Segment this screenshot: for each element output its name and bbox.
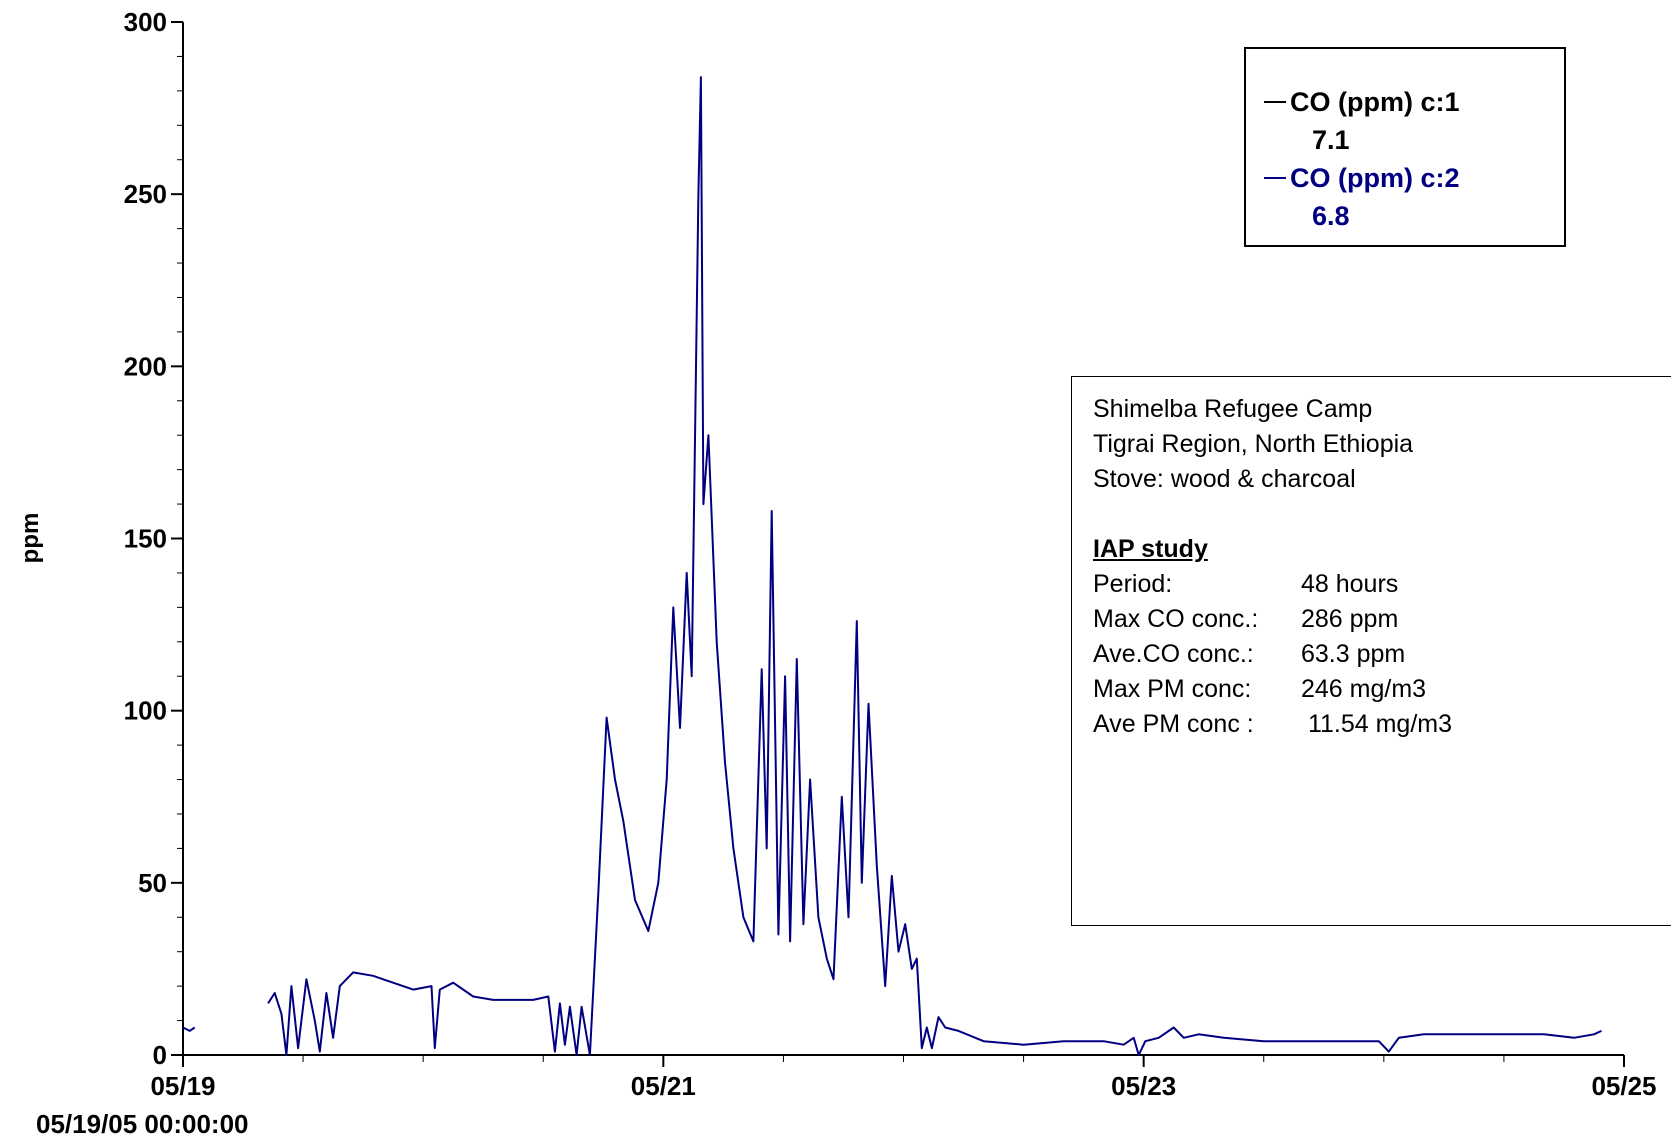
y-axis: 0 50 100 150 200 250 300 bbox=[124, 7, 184, 1070]
info-value: 11.54 mg/m3 bbox=[1301, 710, 1453, 738]
y-tick-label: 300 bbox=[124, 7, 167, 37]
info-key: Ave PM conc : bbox=[1093, 710, 1254, 738]
info-key: Max PM conc: bbox=[1093, 675, 1252, 703]
info-region: Tigrai Region, North Ethiopia bbox=[1093, 430, 1414, 458]
x-axis: 05/19 05/21 05/23 05/25 bbox=[150, 1054, 1657, 1101]
info-value: 246 mg/m3 bbox=[1301, 675, 1427, 703]
legend: CO (ppm) c:1 7.1 CO (ppm) c:2 6.8 bbox=[1244, 47, 1566, 247]
info-value: 63.3 ppm bbox=[1301, 640, 1406, 668]
info-row: Max CO conc.: 286 ppm bbox=[1093, 602, 1671, 637]
y-tick-label: 0 bbox=[153, 1040, 167, 1070]
x-tick-label: 05/25 bbox=[1591, 1071, 1656, 1101]
y-tick-label: 50 bbox=[138, 868, 167, 898]
series-line-c2 bbox=[182, 1026, 196, 1032]
legend-entry-c2: CO (ppm) c:2 bbox=[1264, 159, 1564, 197]
legend-entry-c1: CO (ppm) c:1 bbox=[1264, 83, 1564, 121]
x-tick-label: 05/23 bbox=[1111, 1071, 1176, 1101]
info-key: Ave.CO conc.: bbox=[1093, 640, 1254, 668]
x-start-datetime-label: 05/19/05 00:00:00 bbox=[36, 1109, 249, 1139]
info-row: Max PM conc: 246 mg/m3 bbox=[1093, 672, 1671, 707]
info-value: 286 ppm bbox=[1301, 605, 1399, 633]
x-tick-label: 05/21 bbox=[631, 1071, 696, 1101]
x-tick-label: 05/19 bbox=[150, 1071, 215, 1101]
plot-area bbox=[182, 76, 1602, 1056]
y-tick-label: 250 bbox=[124, 179, 167, 209]
info-camp: Shimelba Refugee Camp bbox=[1093, 395, 1373, 423]
info-stove: Stove: wood & charcoal bbox=[1093, 465, 1356, 493]
y-tick-label: 100 bbox=[124, 696, 167, 726]
legend-label-c2: CO (ppm) c:2 bbox=[1290, 163, 1460, 193]
info-row: Ave PM conc : 11.54 mg/m3 bbox=[1093, 707, 1671, 742]
legend-label-c1: CO (ppm) c:1 bbox=[1290, 87, 1460, 117]
info-row: Period: 48 hours bbox=[1093, 567, 1671, 602]
info-value: 48 hours bbox=[1301, 570, 1399, 598]
legend-swatch-c2 bbox=[1264, 177, 1286, 179]
series-line-c2 bbox=[267, 76, 1602, 1056]
y-tick-label: 150 bbox=[124, 524, 167, 554]
info-key: Max CO conc.: bbox=[1093, 605, 1259, 633]
y-tick-label: 200 bbox=[124, 351, 167, 381]
legend-value-c1: 7.1 bbox=[1312, 125, 1350, 155]
study-info-box: Shimelba Refugee Camp Tigrai Region, Nor… bbox=[1071, 376, 1671, 926]
info-row: Ave.CO conc.: 63.3 ppm bbox=[1093, 637, 1671, 672]
info-key: Period: bbox=[1093, 570, 1173, 598]
y-axis-label: ppm bbox=[17, 513, 44, 564]
legend-value-c2: 6.8 bbox=[1312, 201, 1350, 231]
legend-swatch-c1 bbox=[1264, 101, 1286, 103]
info-heading: IAP study bbox=[1093, 535, 1208, 563]
